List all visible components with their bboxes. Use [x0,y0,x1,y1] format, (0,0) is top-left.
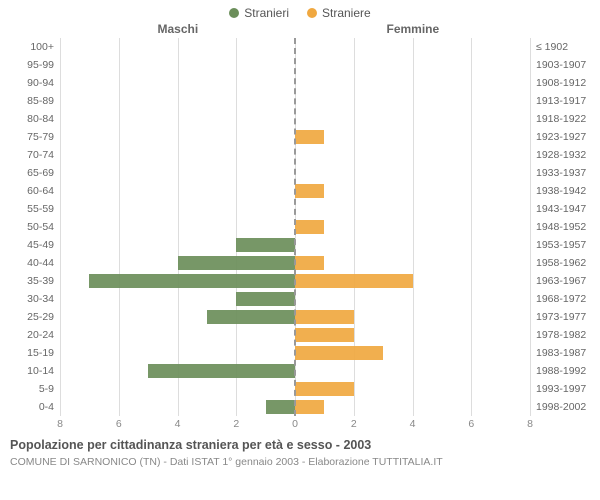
bar-female [295,274,413,288]
plot-area: 100+≤ 190295-991903-190790-941908-191285… [60,38,530,416]
population-pyramid-chart: Stranieri Straniere Maschi Femmine Fasce… [0,0,600,476]
bar-male [207,310,295,324]
age-label: 65-69 [27,167,54,179]
bar-female [295,130,324,144]
x-tick: 6 [116,418,122,430]
legend-swatch-male [229,8,239,18]
birth-year-label: 1998-2002 [536,401,586,413]
birth-year-label: 1973-1977 [536,311,586,323]
header-female: Femmine [387,22,440,36]
bar-male [266,400,295,414]
age-label: 0-4 [39,401,54,413]
bar-male [236,238,295,252]
age-label: 5-9 [39,383,54,395]
x-tick: 4 [410,418,416,430]
bar-male [236,292,295,306]
birth-year-label: 1963-1967 [536,275,586,287]
birth-year-label: 1933-1937 [536,167,586,179]
age-label: 95-99 [27,59,54,71]
birth-year-label: 1948-1952 [536,221,586,233]
birth-year-label: 1968-1972 [536,293,586,305]
bar-female [295,220,324,234]
legend-label-male: Stranieri [244,6,289,20]
bar-female [295,184,324,198]
birth-year-label: 1913-1917 [536,95,586,107]
age-label: 75-79 [27,131,54,143]
legend-swatch-female [307,8,317,18]
bar-female [295,328,354,342]
bar-female [295,400,324,414]
chart-legend: Stranieri Straniere [0,0,600,22]
bar-male [148,364,295,378]
age-label: 100+ [30,41,54,53]
age-label: 40-44 [27,257,54,269]
age-label: 85-89 [27,95,54,107]
birth-year-label: 1978-1982 [536,329,586,341]
age-label: 15-19 [27,347,54,359]
bar-female [295,310,354,324]
age-label: 50-54 [27,221,54,233]
birth-year-label: 1918-1922 [536,113,586,125]
chart-subtitle: COMUNE DI SARNONICO (TN) - Dati ISTAT 1°… [0,456,600,476]
age-label: 10-14 [27,365,54,377]
chart-title: Popolazione per cittadinanza straniera p… [0,432,600,456]
age-label: 25-29 [27,311,54,323]
legend-item-male: Stranieri [229,6,289,20]
x-tick: 4 [175,418,181,430]
age-label: 55-59 [27,203,54,215]
age-label: 30-34 [27,293,54,305]
x-tick: 0 [292,418,298,430]
age-label: 70-74 [27,149,54,161]
birth-year-label: 1928-1932 [536,149,586,161]
age-label: 35-39 [27,275,54,287]
legend-item-female: Straniere [307,6,371,20]
x-tick: 2 [233,418,239,430]
birth-year-label: ≤ 1902 [536,41,568,53]
x-axis: 8 6 4 2 0 2 4 6 8 [60,416,530,432]
x-tick: 8 [527,418,533,430]
age-label: 45-49 [27,239,54,251]
legend-label-female: Straniere [322,6,371,20]
birth-year-label: 1943-1947 [536,203,586,215]
birth-year-label: 1988-1992 [536,365,586,377]
bar-female [295,382,354,396]
birth-year-label: 1958-1962 [536,257,586,269]
center-axis [294,38,296,416]
birth-year-label: 1923-1927 [536,131,586,143]
header-male: Maschi [158,22,199,36]
birth-year-label: 1938-1942 [536,185,586,197]
birth-year-label: 1908-1912 [536,77,586,89]
bar-male [178,256,296,270]
age-label: 20-24 [27,329,54,341]
birth-year-label: 1953-1957 [536,239,586,251]
birth-year-label: 1903-1907 [536,59,586,71]
bar-female [295,256,324,270]
age-label: 90-94 [27,77,54,89]
bar-male [89,274,295,288]
x-tick: 8 [57,418,63,430]
grid-line [530,38,531,416]
age-label: 60-64 [27,185,54,197]
age-label: 80-84 [27,113,54,125]
bar-female [295,346,383,360]
column-headers: Maschi Femmine [0,22,600,38]
birth-year-label: 1993-1997 [536,383,586,395]
x-tick: 6 [468,418,474,430]
x-tick: 2 [351,418,357,430]
birth-year-label: 1983-1987 [536,347,586,359]
